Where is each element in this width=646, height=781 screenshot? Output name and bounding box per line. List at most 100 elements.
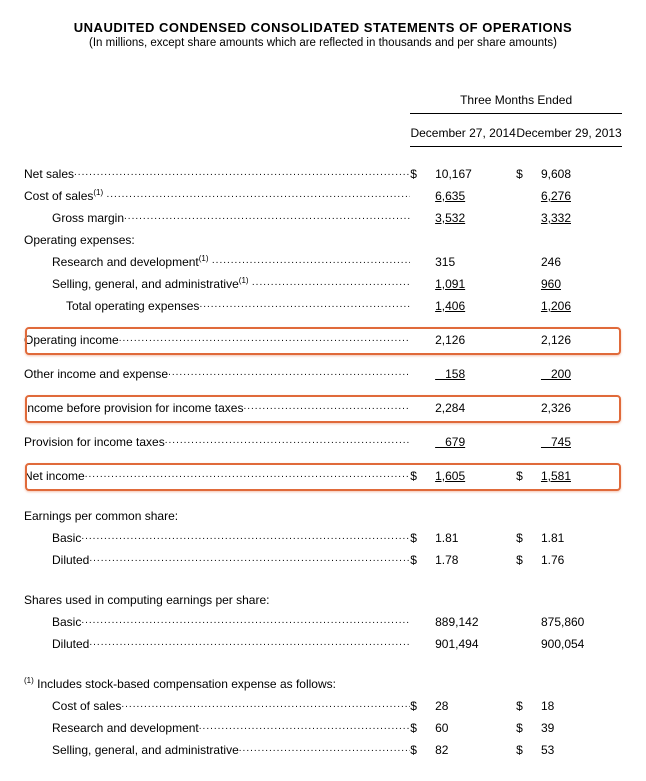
row-fn-sga: Selling, general, and administrative $82…: [24, 739, 622, 761]
dollar-sign: $: [516, 549, 541, 571]
value-col1: 3,532: [435, 211, 465, 225]
footnote-ref: (1): [93, 188, 103, 197]
value-col2: 2,326: [541, 397, 622, 419]
row-shares-basic: Basic 889,142 875,860: [24, 611, 622, 633]
row-provision-taxes: Provision for income taxes 679 745: [24, 431, 622, 453]
value-col2: 875,860: [541, 611, 622, 633]
label: Cost of sales: [52, 699, 121, 713]
label: Gross margin: [52, 211, 124, 225]
period-col2: December 29, 2013: [516, 118, 622, 147]
row-shares-diluted: Diluted 901,494 900,054: [24, 633, 622, 655]
row-eps-basic: Basic $1.81 $1.81: [24, 527, 622, 549]
row-rnd: Research and development(1) 315 246: [24, 251, 622, 273]
value-col2: 1,206: [541, 299, 571, 313]
dollar-sign: $: [410, 527, 435, 549]
dollar-sign: $: [516, 163, 541, 185]
label: Earnings per common share:: [24, 509, 178, 523]
value-col1: 158: [435, 367, 465, 381]
label: Diluted: [52, 637, 89, 651]
dollar-sign: $: [516, 527, 541, 549]
row-sga: Selling, general, and administrative(1) …: [24, 273, 622, 295]
financial-table: Three Months Ended December 27, 2014 Dec…: [24, 89, 622, 761]
dollar-sign: $: [410, 717, 435, 739]
label: Diluted: [52, 553, 89, 567]
value-col2: 1,581: [541, 469, 571, 483]
row-eps-header: Earnings per common share:: [24, 505, 622, 527]
period-group-header: Three Months Ended: [24, 89, 622, 114]
period-group-label: Three Months Ended: [410, 89, 622, 114]
value-col1: 28: [435, 695, 516, 717]
row-total-opex: Total operating expenses 1,406 1,206: [24, 295, 622, 317]
dollar-sign: $: [516, 695, 541, 717]
row-eps-diluted: Diluted $1.78 $1.76: [24, 549, 622, 571]
label: Other income and expense: [24, 367, 168, 381]
dollar-sign: $: [410, 739, 435, 761]
label: Basic: [52, 615, 81, 629]
period-col1: December 27, 2014: [410, 118, 516, 147]
period-column-headers: December 27, 2014 December 29, 2013: [24, 118, 622, 147]
dollar-sign: $: [516, 739, 541, 761]
value-col1: 315: [435, 251, 516, 273]
footnote-ref: (1): [199, 254, 209, 263]
label: Operating expenses:: [24, 233, 135, 247]
dollar-sign: $: [410, 163, 435, 185]
value-col1: 2,284: [435, 397, 516, 419]
row-cost-of-sales: Cost of sales(1) 6,635 6,276: [24, 185, 622, 207]
label: Includes stock-based compensation expens…: [37, 677, 336, 691]
dollar-sign: $: [516, 465, 541, 487]
value-col2: 6,276: [541, 189, 571, 203]
value-col1: 6,635: [435, 189, 465, 203]
value-col1: 679: [435, 435, 465, 449]
value-col1: 1.78: [435, 549, 516, 571]
financial-table-container: Three Months Ended December 27, 2014 Dec…: [24, 89, 622, 761]
dollar-sign: $: [410, 695, 435, 717]
page-title: UNAUDITED CONDENSED CONSOLIDATED STATEME…: [24, 20, 622, 35]
row-income-before-taxes: Income before provision for income taxes…: [24, 397, 622, 419]
value-col1: 82: [435, 739, 516, 761]
footnote-ref: (1): [239, 276, 249, 285]
value-col1: 2,126: [435, 329, 516, 351]
value-col2: 9,608: [541, 163, 622, 185]
value-col1: 901,494: [435, 633, 516, 655]
row-gross-margin: Gross margin 3,532 3,332: [24, 207, 622, 229]
value-col2: 3,332: [541, 211, 571, 225]
value-col2: 960: [541, 277, 561, 291]
dollar-sign: $: [516, 717, 541, 739]
label: Net income: [24, 469, 85, 483]
label: Shares used in computing earnings per sh…: [24, 593, 269, 607]
value-col2: 39: [541, 717, 622, 739]
value-col2: 53: [541, 739, 622, 761]
row-operating-income: Operating income 2,126 2,126: [24, 329, 622, 351]
value-col2: 18: [541, 695, 622, 717]
label: Net sales: [24, 167, 74, 181]
footnote-marker: (1): [24, 676, 34, 685]
row-net-sales: Net sales $ 10,167 $ 9,608: [24, 163, 622, 185]
row-fn-cost-of-sales: Cost of sales $28 $18: [24, 695, 622, 717]
label: Selling, general, and administrative: [52, 743, 239, 757]
value-col1: 60: [435, 717, 516, 739]
label: Provision for income taxes: [24, 435, 165, 449]
page-subtitle: (In millions, except share amounts which…: [24, 37, 622, 49]
label: Total operating expenses: [66, 299, 199, 313]
value-col2: 200: [541, 367, 571, 381]
label: Basic: [52, 531, 81, 545]
value-col1: 10,167: [435, 163, 516, 185]
value-col1: 1,091: [435, 277, 465, 291]
value-col2: 2,126: [541, 329, 622, 351]
value-col1: 889,142: [435, 611, 516, 633]
row-opex-header: Operating expenses:: [24, 229, 622, 251]
row-net-income: Net income $ 1,605 $ 1,581: [24, 465, 622, 487]
value-col1: 1,406: [435, 299, 465, 313]
dollar-sign: $: [410, 465, 435, 487]
label: Income before provision for income taxes: [24, 401, 243, 415]
label: Operating income: [24, 333, 119, 347]
row-shares-header: Shares used in computing earnings per sh…: [24, 589, 622, 611]
value-col1: 1,605: [435, 469, 465, 483]
value-col2: 1.76: [541, 549, 622, 571]
dollar-sign: $: [410, 549, 435, 571]
row-footnote-header: (1) Includes stock-based compensation ex…: [24, 673, 622, 695]
row-other-income: Other income and expense 158 200: [24, 363, 622, 385]
value-col1: 1.81: [435, 527, 516, 549]
value-col2: 745: [541, 435, 571, 449]
label: Selling, general, and administrative: [52, 277, 239, 291]
